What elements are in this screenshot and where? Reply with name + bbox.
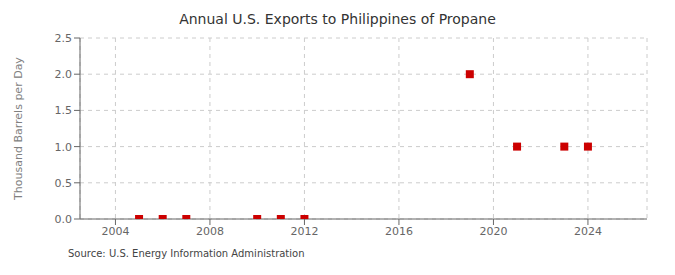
svg-text:2024: 2024 <box>574 225 602 238</box>
svg-text:2004: 2004 <box>101 225 129 238</box>
svg-text:2.0: 2.0 <box>55 68 73 81</box>
html-text:Annual U.S. Exports to Philipp: Annual U.S. Exports to Philippines of Pr… <box>179 11 496 27</box>
svg-text:2012: 2012 <box>290 225 318 238</box>
svg-text:2008: 2008 <box>196 225 224 238</box>
svg-text:2.5: 2.5 <box>55 32 73 45</box>
svg-text:1.0: 1.0 <box>55 141 73 154</box>
svg-text:0.5: 0.5 <box>55 177 73 190</box>
html-text:Source: U.S. Energy Informatio: Source: U.S. Energy Information Administ… <box>68 248 305 259</box>
svg-text:2016: 2016 <box>385 225 413 238</box>
svg-text:Thousand Barrels per Day: Thousand Barrels per Day <box>12 57 25 201</box>
svg-text:1.5: 1.5 <box>55 104 73 117</box>
svg-text:2020: 2020 <box>479 225 507 238</box>
svg-text:0.0: 0.0 <box>55 213 73 226</box>
